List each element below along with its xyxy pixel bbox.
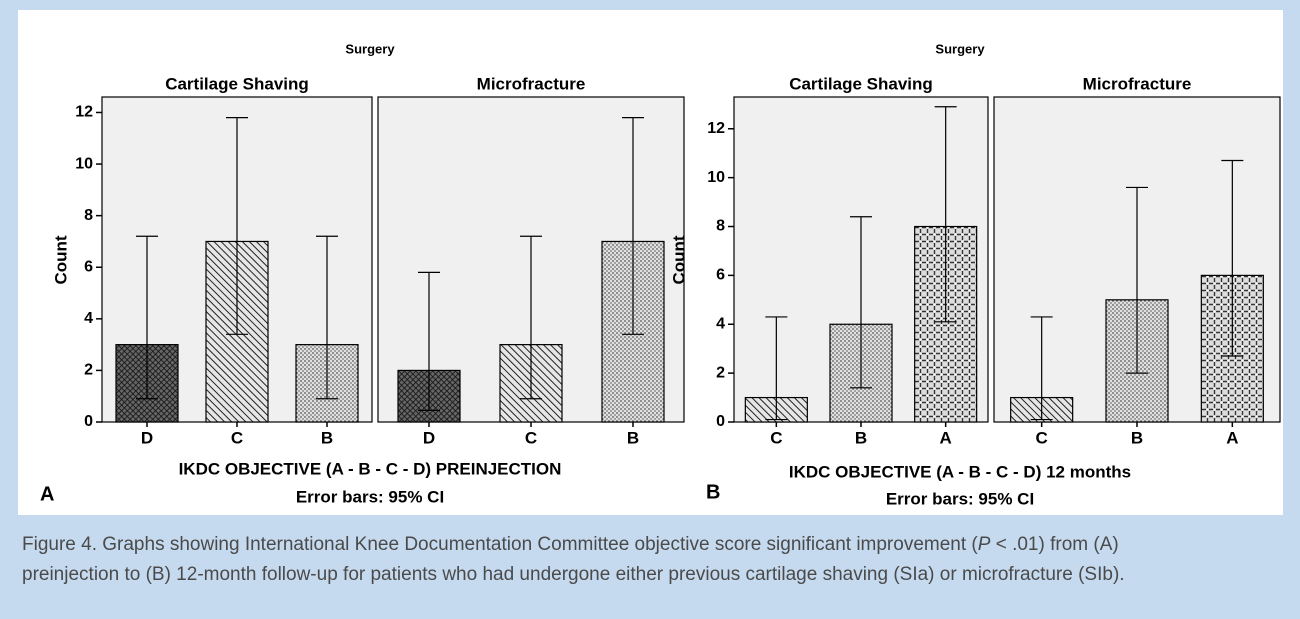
error-bar: [1221, 159, 1244, 357]
facet-title: Microfracture: [1083, 74, 1192, 93]
x-tick-label: A: [1226, 428, 1238, 447]
x-tick-label: B: [1131, 428, 1143, 447]
y-axis-label: Count: [669, 235, 688, 284]
error-bar: [316, 235, 338, 400]
error-bar: [934, 106, 957, 323]
y-tick-label: 8: [716, 218, 725, 235]
caption-text: preinjection to (B) 12-month follow-up f…: [22, 564, 1125, 585]
figure: Surgery IKDC OBJECTIVE (A - B - C - D) PR…: [18, 10, 1283, 515]
y-tick-label: 10: [75, 155, 93, 172]
y-tick-label: 4: [716, 315, 725, 332]
panel-label: B: [706, 481, 720, 503]
y-tick-label: 6: [716, 267, 725, 284]
x-tick-label: C: [770, 428, 782, 447]
panel-label: A: [40, 483, 54, 505]
x-tick-label: B: [855, 428, 867, 447]
x-tick-label: B: [321, 428, 333, 447]
x-tick-label: B: [627, 428, 639, 447]
y-tick-label: 12: [707, 120, 725, 137]
error-bar: [418, 271, 440, 411]
y-tick-label: 2: [716, 364, 725, 381]
error-bar: [765, 316, 788, 421]
error-bar: [1126, 186, 1148, 374]
error-bar: [520, 235, 542, 400]
x-tick-label: C: [525, 428, 537, 447]
x-tick-label: D: [141, 428, 153, 447]
caption-italic: P: [977, 534, 991, 555]
y-tick-label: 2: [84, 362, 93, 379]
y-axis-label: Count: [51, 235, 70, 284]
y-tick-label: 10: [707, 169, 725, 186]
y-tick-label: 4: [84, 310, 93, 327]
y-tick-label: 0: [716, 413, 725, 430]
caption-text: Figure 4. Graphs showing International K…: [22, 534, 978, 555]
error-bar: [850, 216, 872, 389]
x-axis-label: IKDC OBJECTIVE (A - B - C - D) PREINJECT…: [179, 459, 562, 478]
caption: Figure 4. Graphs showing International K…: [22, 530, 1292, 590]
caption-text: < .01) from (A): [990, 534, 1119, 555]
y-tick-label: 6: [84, 258, 93, 275]
facet-header: Surgery: [935, 41, 985, 56]
facet-title: Cartilage Shaving: [789, 74, 933, 93]
facet-header: Surgery: [345, 41, 395, 56]
x-axis-label: IKDC OBJECTIVE (A - B - C - D) 12 months: [789, 462, 1131, 481]
note: Error bars: 95% CI: [886, 489, 1034, 508]
error-bar: [136, 235, 158, 400]
x-tick-label: C: [231, 428, 243, 447]
x-tick-label: C: [1036, 428, 1048, 447]
y-tick-label: 0: [84, 413, 93, 430]
y-tick-label: 12: [75, 104, 93, 121]
x-tick-label: A: [940, 428, 952, 447]
y-tick-label: 8: [84, 207, 93, 224]
error-bar: [622, 117, 644, 335]
note: Error bars: 95% CI: [296, 487, 444, 506]
error-bar: [226, 117, 248, 335]
facet-title: Cartilage Shaving: [165, 74, 309, 93]
error-bar: [1030, 316, 1053, 421]
x-tick-label: D: [423, 428, 435, 447]
facet-title: Microfracture: [477, 74, 586, 93]
